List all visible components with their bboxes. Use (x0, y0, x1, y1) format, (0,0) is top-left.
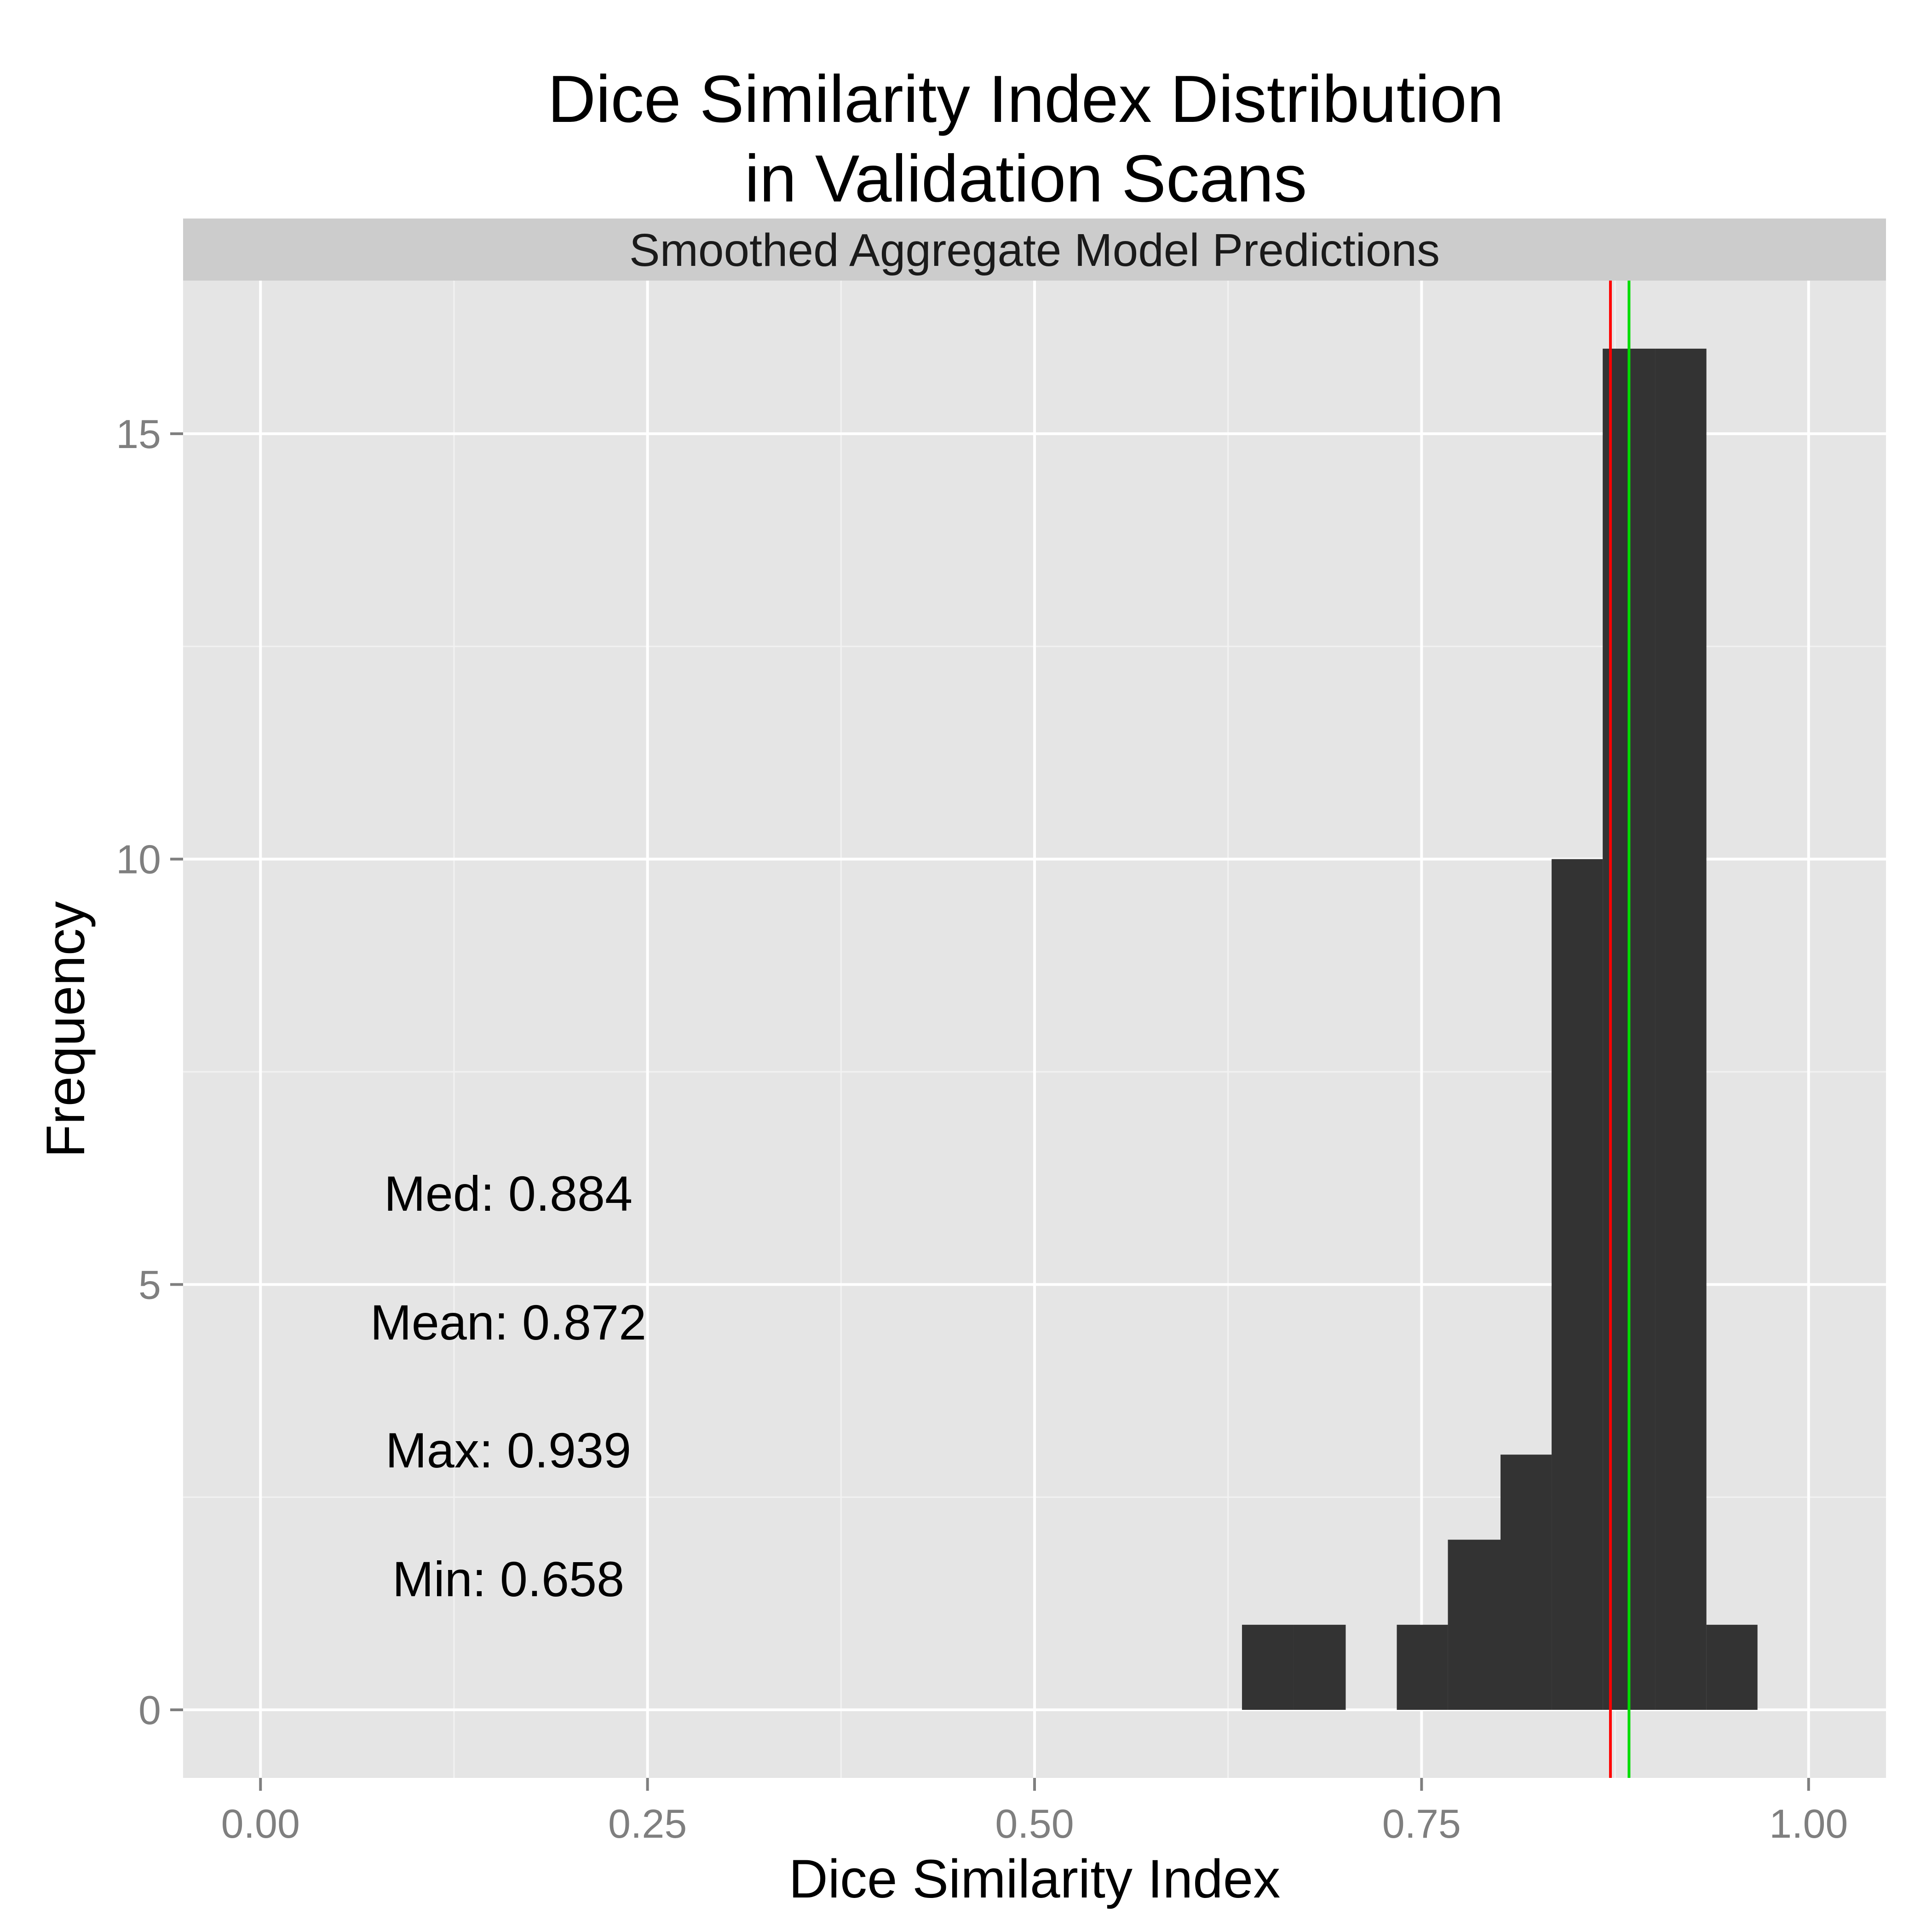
y-tick-label: 0 (138, 1687, 161, 1733)
summary-annotation: Min: 0.658 (392, 1551, 624, 1607)
facet-strip (183, 218, 1886, 281)
histogram-bar (1448, 1540, 1501, 1710)
summary-annotation: Mean: 0.872 (370, 1294, 646, 1350)
histogram-bar (1552, 859, 1603, 1710)
x-tick-label: 0.50 (995, 1801, 1074, 1846)
summary-annotation: Max: 0.939 (385, 1422, 631, 1478)
y-tick-label: 5 (138, 1262, 161, 1307)
x-axis-title: Dice Similarity Index (789, 1849, 1281, 1909)
x-tick-label: 1.00 (1769, 1801, 1848, 1846)
grid-lines (183, 281, 1886, 1778)
x-tick-label: 0.00 (221, 1801, 300, 1846)
chart-title-line-2: in Validation Scans (745, 141, 1307, 216)
y-tick-label: 15 (116, 411, 161, 457)
histogram-bar (1293, 1625, 1346, 1710)
x-tick-label: 0.75 (1382, 1801, 1461, 1846)
histogram-bar (1242, 1625, 1294, 1710)
chart-title-line-1: Dice Similarity Index Distribution (548, 62, 1504, 136)
summary-annotation: Med: 0.884 (384, 1166, 632, 1221)
y-axis: 0 5 10 15 (116, 411, 183, 1733)
y-axis-title: Frequency (35, 901, 96, 1158)
histogram-bar (1655, 348, 1707, 1710)
x-axis: 0.00 0.25 0.50 0.75 1.00 (221, 1778, 1848, 1846)
facet-strip-label: Smoothed Aggregate Model Predictions (629, 224, 1440, 276)
y-tick-label: 10 (116, 837, 161, 882)
histogram-bar (1397, 1625, 1448, 1710)
histogram-bar (1706, 1625, 1758, 1710)
histogram-bar (1501, 1455, 1552, 1710)
x-tick-label: 0.25 (608, 1801, 687, 1846)
reference-lines (1609, 281, 1631, 1778)
summary-annotations: Med: 0.884 Mean: 0.872 Max: 0.939 Min: 0.65… (370, 1166, 646, 1607)
